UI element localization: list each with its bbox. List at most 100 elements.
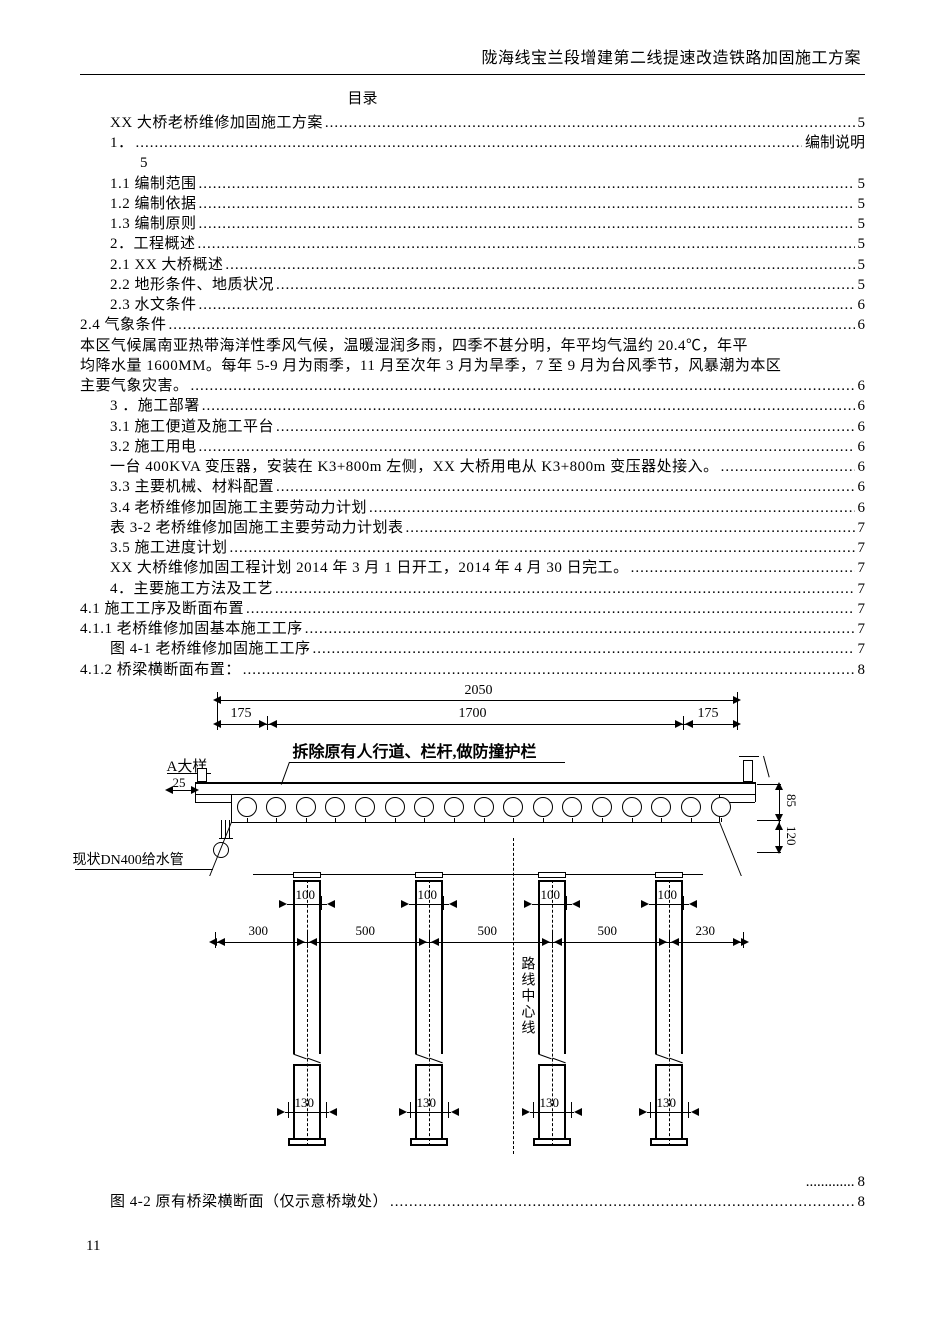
toc-entry: 4.1 施工工序及断面布置 7 [80,599,865,619]
toc-entry: 4.1.2 桥梁横断面布置： 8 [80,660,865,680]
page-header: 陇海线宝兰段增建第二线提速改造铁路加固施工方案 [80,48,865,70]
dim-base: 130 [540,1094,560,1112]
toc-page: 5 [855,214,866,234]
toc-label: 3.3 主要机械、材料配置 [110,477,274,497]
beam-void [592,797,612,817]
toc-entry: 主要气象灾害。 6 [80,376,865,396]
toc-page: 7 [855,538,866,558]
toc-entry: 2.4 气象条件 6 [80,315,865,335]
toc-page: 8 [855,660,866,680]
dim-total: 2050 [465,682,493,701]
toc-leader [274,275,854,295]
dim-v1: 85 [783,794,801,807]
toc-page: 5 [855,255,866,275]
toc-entry: 表 3-2 老桥维修加固施工主要劳动力计划表 7 [80,518,865,538]
beam-void [474,797,494,817]
toc-label: XX 大桥维修加固工程计划 2014 年 3 月 1 日开工，2014 年 4 … [110,558,629,578]
toc-entry: XX 大桥维修加固工程计划 2014 年 3 月 1 日开工，2014 年 4 … [80,558,865,578]
beam-void [296,797,316,817]
toc-label: 1.3 编制原则 [110,214,197,234]
dim-col-top: 100 [296,886,316,904]
toc-entry: 2．工程概述 5 [80,234,865,254]
toc-label: 2．工程概述 [110,234,196,254]
toc-label: 3.2 施工用电 [110,437,197,457]
toc-title: 目录 [80,89,865,109]
toc-leader [273,579,854,599]
toc-leader [404,518,855,538]
beam-void [651,797,671,817]
toc-entry: 3.1 施工便道及施工平台 6 [80,417,865,437]
toc-label: 图 4-2 原有桥梁横断面（仅示意桥墩处） [110,1192,388,1212]
toc-page: 编制说明 [802,133,865,153]
toc-label: 主要气象灾害。 [80,376,189,396]
table-of-contents: XX 大桥老桥维修加固施工方案51．编制说明51.1 编制范围 51.2 编制依… [80,113,865,680]
toc-label: 2.4 气象条件 [80,315,167,335]
toc-entry: 1．编制说明 [80,133,865,153]
toc-entry: XX 大桥老桥维修加固施工方案5 [80,113,865,133]
beam-void [533,797,553,817]
toc-leader [629,558,855,578]
toc-page: 5 [855,234,866,254]
label-a-sub: 25 [173,774,186,792]
beam-void [622,797,642,817]
dim-span: 230 [696,922,716,940]
toc-page: 7 [855,558,866,578]
toc-label: 1.1 编制范围 [110,174,197,194]
toc-label: 图 4-1 老桥维修加固施工工序 [110,639,311,659]
toc-page: 5 [855,174,866,194]
toc-label: 4.1 施工工序及断面布置 [80,599,244,619]
toc-entry: 3.2 施工用电 6 [80,437,865,457]
toc-leader [200,396,855,416]
beam-void [681,797,701,817]
toc-entry: .............8 [80,1172,865,1192]
toc-leader [167,315,855,335]
beam-void [325,797,345,817]
dim-col-top: 100 [658,886,678,904]
toc-page: 6 [855,417,866,437]
beam-void [711,797,731,817]
header-title: 陇海线宝兰段增建第二线提速改造铁路加固施工方案 [481,50,861,67]
toc-leader [303,619,855,639]
beam-void [237,797,257,817]
toc-label: 一台 400KVA 变压器，安装在 K3+800m 左侧，XX 大桥用电从 K3… [110,457,719,477]
toc-label: 2.2 地形条件、地质状况 [110,275,274,295]
toc-page: 7 [855,599,866,619]
dim-v2: 120 [783,826,801,846]
toc-entry: 图 4-1 老桥维修加固施工工序 7 [80,639,865,659]
toc-entry: 图 4-2 原有桥梁横断面（仅示意桥墩处）8 [80,1192,865,1212]
beam-void [562,797,582,817]
toc-page: 6 [855,376,866,396]
beam-void [503,797,523,817]
dim-base: 130 [295,1094,315,1112]
toc-leader [274,417,854,437]
toc-page: 7 [855,619,866,639]
dim-span: 500 [598,922,618,940]
toc-leader [196,234,855,254]
toc-leader [223,255,854,275]
toc-page: 7 [855,518,866,538]
toc-page: 6 [855,295,866,315]
toc-leader [388,1192,855,1212]
toc-label: 3 ．施工部署 [110,396,200,416]
toc-label: 表 3-2 老桥维修加固施工主要劳动力计划表 [110,518,404,538]
toc-page: 7 [855,639,866,659]
toc-leader [274,477,854,497]
toc-label: 3.1 施工便道及施工平台 [110,417,274,437]
toc-leader [367,498,854,518]
toc-entry: 2.3 水文条件 6 [80,295,865,315]
toc-leader [197,295,855,315]
toc-text-line: 均降水量 1600MM。每年 5-9 月为雨季，11 月至次年 3 月为旱季，7… [80,356,865,376]
toc-label: 2.3 水文条件 [110,295,197,315]
toc-page: 7 [855,579,866,599]
toc-entry: 3.3 主要机械、材料配置 6 [80,477,865,497]
toc-leader [197,194,855,214]
dim-mid: 1700 [459,705,487,724]
toc-label: 3.4 老桥维修加固施工主要劳动力计划 [110,498,367,518]
beam-void [414,797,434,817]
toc-leader [244,599,854,619]
toc-leader [189,376,855,396]
toc-label: 4.1.1 老桥维修加固基本施工工序 [80,619,303,639]
toc-entry: 一台 400KVA 变压器，安装在 K3+800m 左侧，XX 大桥用电从 K3… [80,457,865,477]
toc-page: 6 [855,315,866,335]
toc-label: 4.1.2 桥梁横断面布置： [80,660,241,680]
